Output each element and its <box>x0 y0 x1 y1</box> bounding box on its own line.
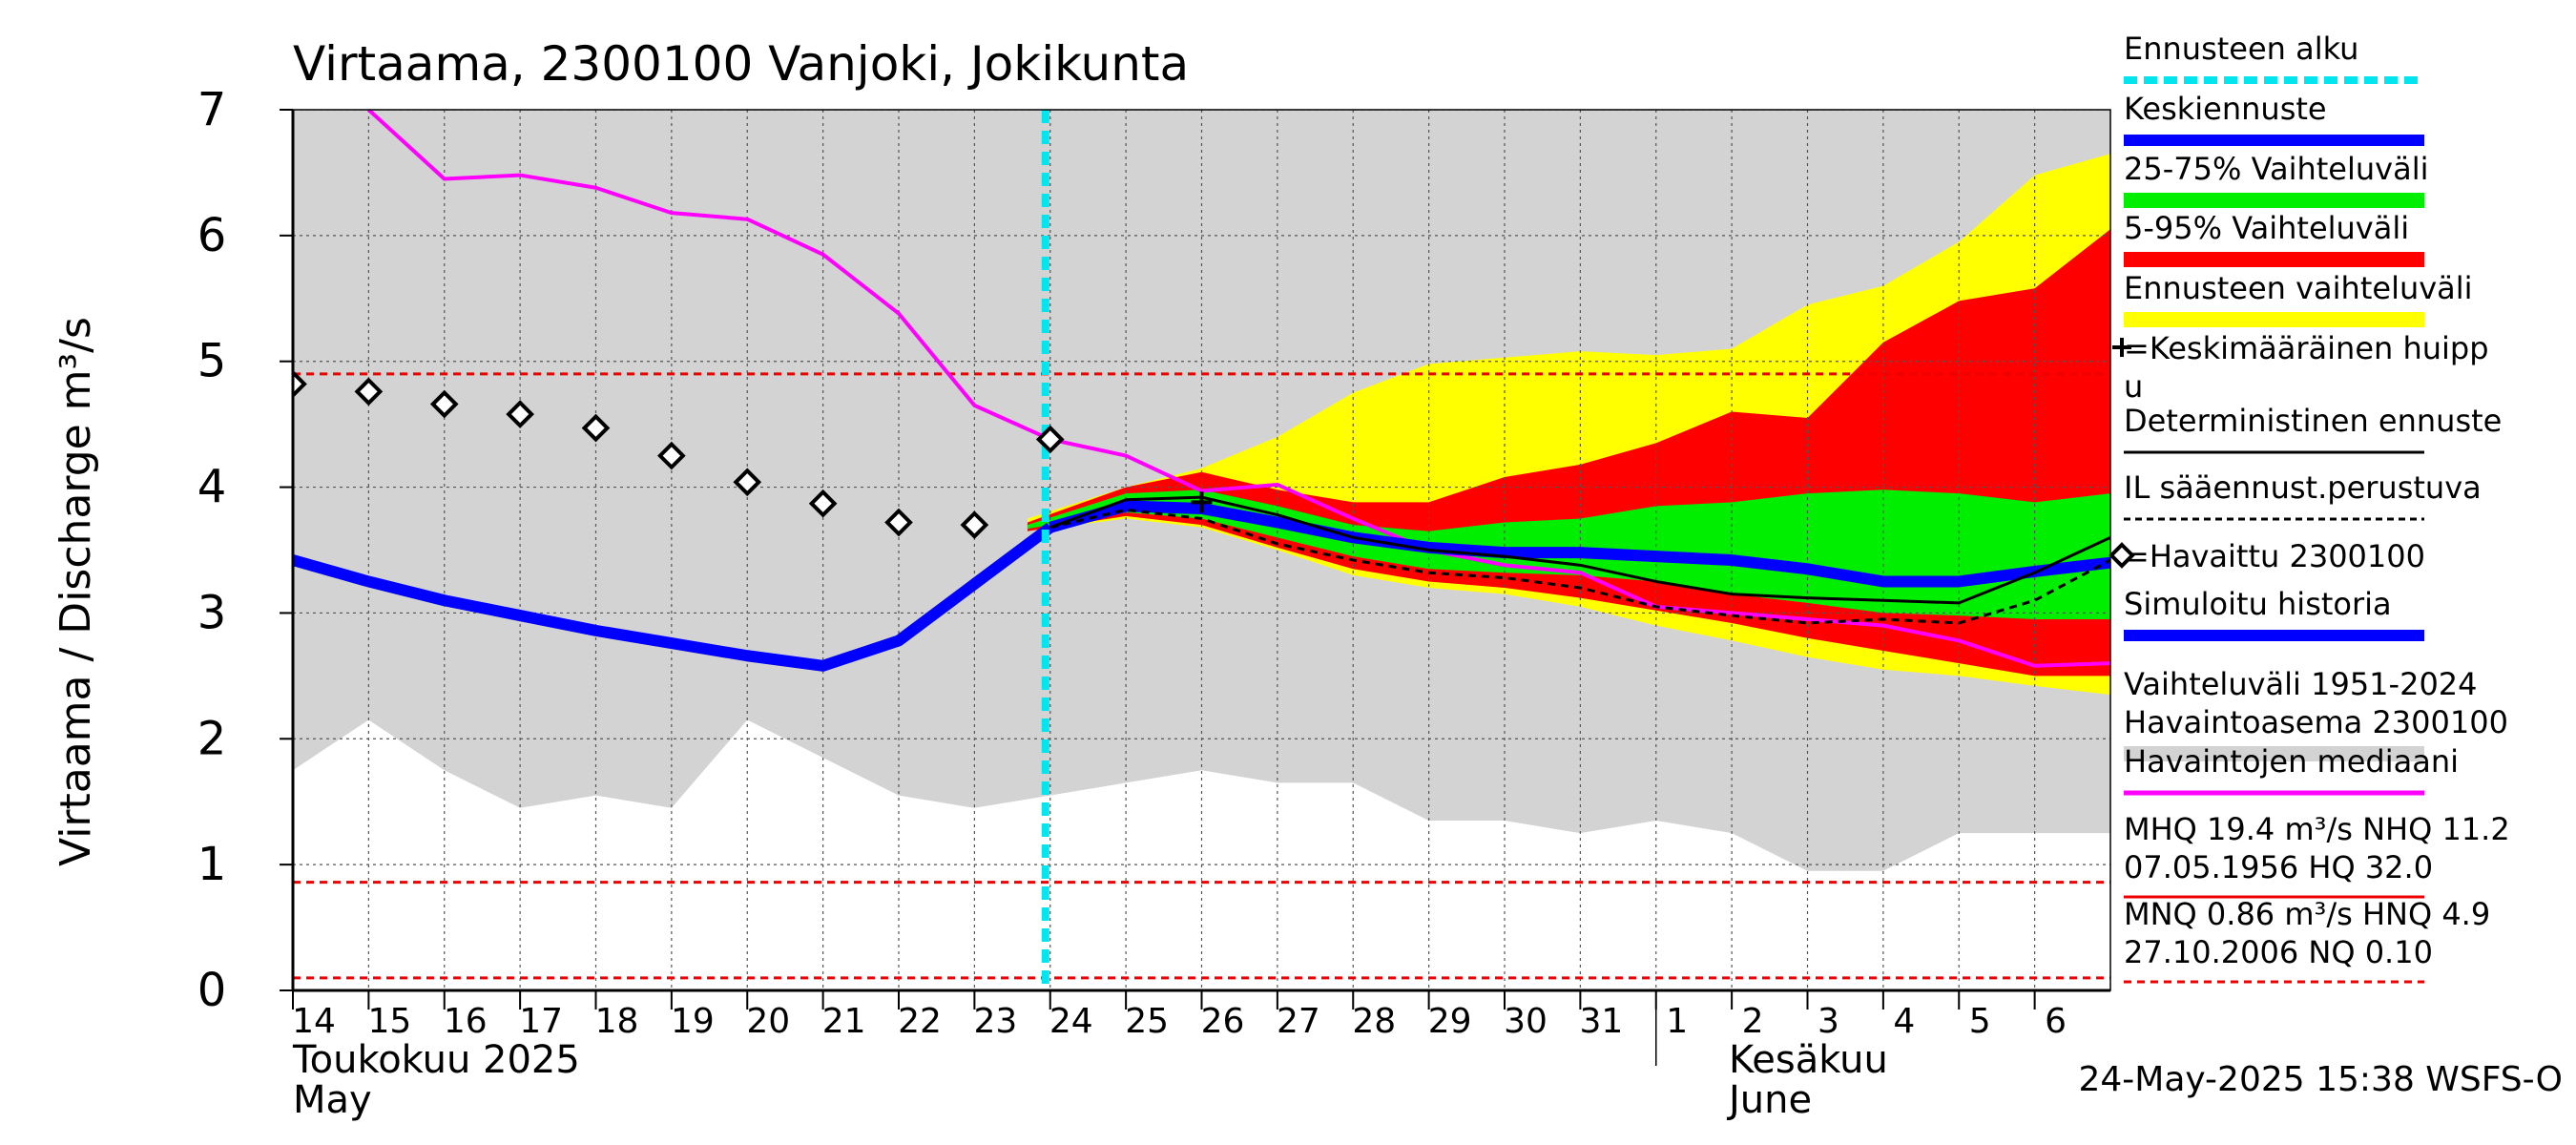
x-tick-label: 31 <box>1579 1002 1623 1041</box>
x-tick-label: 29 <box>1428 1002 1472 1041</box>
x-tick-label: 28 <box>1352 1002 1396 1041</box>
observed-point <box>581 413 611 443</box>
x-tick-label: 18 <box>595 1002 639 1041</box>
legend-label-line2: 27.10.2006 NQ 0.10 <box>2124 934 2433 970</box>
series-line <box>1049 495 2110 605</box>
legend-label: MNQ 0.86 m³/s HNQ 4.9 <box>2124 896 2490 932</box>
y-tick-label: 5 <box>197 335 227 388</box>
legend-label: 5-95% Vaihteluväli <box>2124 210 2409 246</box>
x-tick-label: 5 <box>1969 1002 1991 1041</box>
month-label-may-fi: Toukokuu 2025 <box>292 1038 580 1082</box>
x-tick-label: 27 <box>1277 1002 1320 1041</box>
legend-label: Havaintojen mediaani <box>2124 743 2459 780</box>
x-tick-label: 24 <box>1049 1002 1093 1041</box>
legend-label-line2: Havaintoasema 2300100 <box>2124 704 2508 740</box>
legend-swatch <box>2124 193 2424 208</box>
x-tick-label: 19 <box>671 1002 715 1041</box>
x-tick-label: 1 <box>1666 1002 1688 1041</box>
x-tick-label: 20 <box>746 1002 790 1041</box>
chart-title: Virtaama, 2300100 Vanjoki, Jokikunta <box>293 36 1189 92</box>
legend-label-line2: u <box>2124 368 2143 405</box>
legend-label: Simuloitu historia <box>2124 586 2392 622</box>
x-tick-label: 14 <box>292 1002 336 1041</box>
y-tick-label: 4 <box>197 461 227 514</box>
x-tick-label: 17 <box>519 1002 563 1041</box>
x-tick-label: 22 <box>898 1002 942 1041</box>
observed-point <box>884 508 913 537</box>
observed-point <box>506 400 534 428</box>
x-tick-label: 4 <box>1893 1002 1915 1041</box>
x-tick-label: 25 <box>1125 1002 1169 1041</box>
x-tick-label: 3 <box>1818 1002 1839 1041</box>
legend-label-line2: 07.05.1956 HQ 32.0 <box>2124 849 2433 885</box>
plot-clip-group <box>293 110 2110 990</box>
y-tick-label: 7 <box>197 83 227 136</box>
legend-label: MHQ 19.4 m³/s NHQ 11.2 <box>2124 811 2510 847</box>
legend-swatch <box>2124 252 2424 267</box>
observed-point <box>429 389 459 419</box>
y-tick-label: 3 <box>197 586 227 639</box>
legend-label: 25-75% Vaihteluväli <box>2124 151 2428 187</box>
plot-area <box>293 110 2110 990</box>
observed-point <box>1035 425 1065 454</box>
legend: Ennusteen alku Keskiennuste 25-75% Vaihtel… <box>2109 31 2510 984</box>
series-line <box>293 522 1054 672</box>
legend-label: Keskiennuste <box>2124 91 2327 127</box>
legend-label: Vaihteluväli 1951-2024 <box>2124 666 2478 702</box>
legend-label: =Havaittu 2300100 <box>2124 538 2425 574</box>
observed-point <box>657 441 686 470</box>
y-tick-label: 0 <box>197 964 227 1017</box>
observed-point <box>354 377 384 406</box>
legend-swatch <box>2112 338 2131 357</box>
x-tick-label: 6 <box>2045 1002 2067 1041</box>
mean-peak-marker <box>1191 491 1213 513</box>
y-tick-label: 2 <box>197 712 227 765</box>
x-tick-label: 15 <box>367 1002 411 1041</box>
x-tick-label: 16 <box>444 1002 488 1041</box>
observed-point <box>733 468 762 497</box>
x-tick-label: 26 <box>1201 1002 1245 1041</box>
observed-point <box>960 510 989 539</box>
x-tick-label: 23 <box>973 1002 1017 1041</box>
legend-swatch <box>2124 312 2424 327</box>
legend-swatch <box>2124 746 2424 761</box>
observed-point <box>293 369 307 399</box>
series-line <box>1049 500 2110 588</box>
month-label-may-en: May <box>293 1078 372 1122</box>
x-tick-label: 2 <box>1742 1002 1764 1041</box>
x-tick-label: 21 <box>822 1002 866 1041</box>
y-tick-label: 1 <box>197 838 227 891</box>
x-tick-label: 30 <box>1504 1002 1548 1041</box>
series-line <box>367 110 2110 668</box>
legend-label: Ennusteen vaihteluväli <box>2124 270 2473 306</box>
series-line <box>1049 508 2110 625</box>
y-axis-label: Virtaama / Discharge m³/s <box>52 317 100 866</box>
legend-label: Deterministinen ennuste <box>2124 403 2502 439</box>
legend-label: Ennusteen alku <box>2124 31 2358 67</box>
observed-point <box>808 489 838 518</box>
legend-label: IL sääennust.perustuva <box>2124 469 2482 506</box>
y-tick-label: 6 <box>197 209 227 262</box>
month-label-june-fi: Kesäkuu <box>1729 1038 1888 1082</box>
legend-label: =Keskimääräinen huipp <box>2124 330 2489 366</box>
legend-swatch <box>2109 542 2135 569</box>
footer-timestamp: 24-May-2025 15:38 WSFS-O <box>2078 1060 2563 1099</box>
month-label-june-en: June <box>1726 1078 1812 1122</box>
